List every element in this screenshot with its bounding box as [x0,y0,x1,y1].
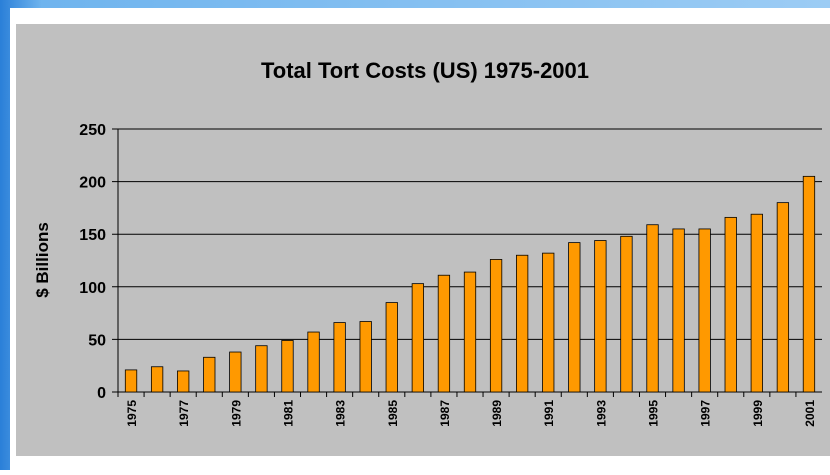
bar [776,202,790,393]
bar [333,322,346,393]
bar [177,370,190,393]
x-tick-label: 1981 [281,400,295,427]
x-tick-label: 1995 [647,400,661,427]
x-tick-label: 1987 [438,400,452,427]
bar [672,228,685,393]
x-tick-label: 2001 [803,400,817,427]
chart-title: Total Tort Costs (US) 1975-2001 [261,58,589,83]
x-tick-label: 1977 [177,400,191,427]
y-tick-label: 250 [79,122,106,139]
bar [620,235,633,393]
bar [359,321,372,393]
y-tick-label: 0 [97,385,106,402]
bar [385,302,398,393]
bar [463,271,477,393]
bar [568,242,581,393]
x-tick-label: 1983 [334,400,348,427]
bar [698,228,711,393]
y-tick-label: 50 [88,332,106,349]
x-tick-label: 1991 [542,400,556,427]
bar [594,240,607,393]
bar [489,259,503,393]
bar [542,252,555,393]
x-tick-label: 1975 [125,400,139,427]
x-tick-label: 1993 [594,400,608,427]
bar [646,224,659,393]
bar [229,351,242,393]
bar [802,175,816,393]
bar [150,366,164,393]
y-tick-label: 200 [79,175,106,192]
y-tick-label: 150 [79,227,106,244]
y-axis-label: $ Billions [33,222,52,298]
bar [255,345,268,393]
x-tick-label: 1989 [490,400,504,427]
bar [516,254,529,393]
bar [307,331,320,393]
bar [203,356,216,393]
x-tick-label: 1985 [386,400,400,427]
bar [750,213,763,393]
bar [411,283,424,393]
bar [437,274,451,393]
bar [281,340,294,393]
bar [124,369,138,393]
x-tick-label: 1979 [229,400,243,427]
x-tick-label: 1999 [751,400,765,427]
x-tick-label: 1997 [699,400,713,427]
bar [724,216,737,393]
y-tick-label: 100 [79,280,106,297]
